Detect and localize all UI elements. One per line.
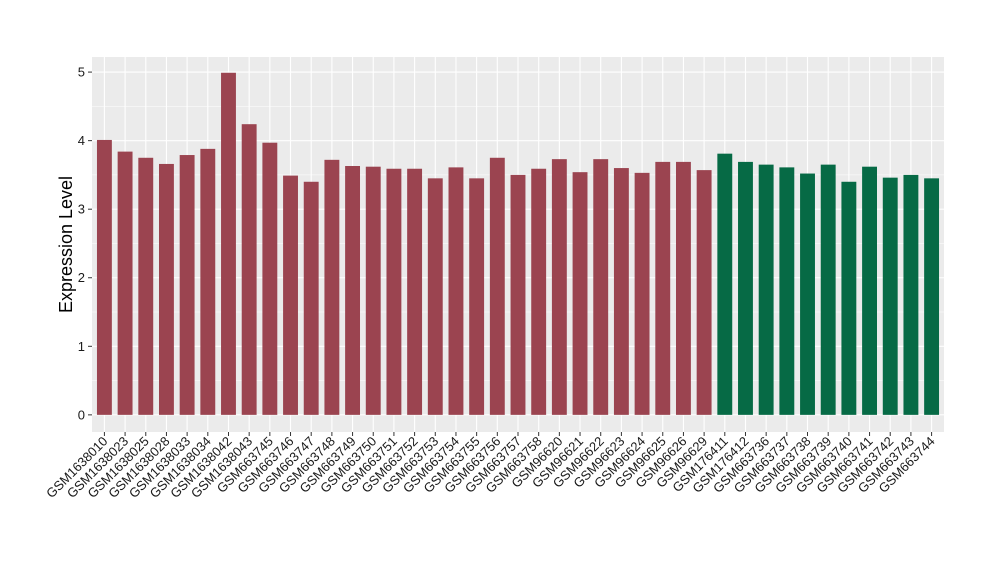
- bars: [96, 72, 940, 415]
- bar-GSM96622: [593, 159, 609, 415]
- bar-GSM663746: [283, 175, 298, 415]
- bar-GSM1638023: [117, 151, 133, 415]
- bar-GSM663736: [758, 164, 774, 415]
- y-tick-label: 5: [78, 65, 85, 80]
- bar-GSM96620: [551, 159, 567, 415]
- bar-GSM663739: [820, 164, 836, 415]
- bar-GSM663740: [841, 181, 857, 415]
- y-tick-label: 3: [78, 202, 85, 217]
- bar-GSM663742: [882, 177, 898, 415]
- x-axis-ticks: GSM1638010GSM1638023GSM1638025GSM1638028…: [43, 432, 938, 501]
- bar-GSM1638042: [221, 72, 236, 415]
- bar-GSM1638025: [138, 157, 154, 415]
- bar-GSM663745: [262, 142, 278, 415]
- bar-GSM663750: [365, 166, 381, 415]
- bar-GSM663737: [779, 167, 795, 415]
- bar-GSM663743: [903, 174, 919, 415]
- bar-GSM663755: [469, 178, 485, 415]
- bar-GSM96624: [634, 172, 650, 415]
- y-tick-label: 2: [78, 270, 85, 285]
- bar-GSM1638033: [179, 155, 195, 415]
- bar-GSM96623: [613, 168, 629, 415]
- bar-GSM663748: [324, 159, 340, 415]
- y-tick-label: 1: [78, 339, 85, 354]
- bar-GSM1638028: [159, 163, 174, 415]
- y-tick-label: 4: [78, 133, 85, 148]
- bar-GSM96621: [572, 172, 588, 415]
- bar-GSM663754: [448, 167, 464, 415]
- bar-GSM663757: [510, 174, 526, 415]
- y-axis-ticks: 0 1 2 3 4 5: [78, 65, 92, 422]
- y-tick-label: 0: [78, 407, 85, 422]
- bar-GSM1638043: [241, 124, 257, 415]
- bar-GSM663756: [489, 157, 505, 415]
- bar-GSM96626: [675, 161, 691, 415]
- bar-GSM96629: [696, 170, 712, 415]
- bar-GSM96625: [655, 161, 671, 415]
- bar-GSM663752: [407, 168, 423, 415]
- bar-GSM663751: [386, 168, 402, 415]
- y-axis-title: Expression Level: [56, 176, 76, 313]
- bar-GSM176411: [717, 153, 733, 415]
- bar-GSM663749: [345, 166, 361, 415]
- bar-GSM1638010: [96, 139, 112, 415]
- bar-GSM663747: [303, 181, 319, 415]
- bar-GSM663753: [427, 178, 443, 415]
- bar-GSM663758: [531, 168, 547, 415]
- bar-GSM663744: [924, 178, 940, 415]
- bar-GSM663738: [800, 173, 815, 415]
- bar-GSM663741: [862, 166, 877, 415]
- bar-GSM1638034: [200, 148, 216, 415]
- bar-GSM176412: [738, 161, 753, 415]
